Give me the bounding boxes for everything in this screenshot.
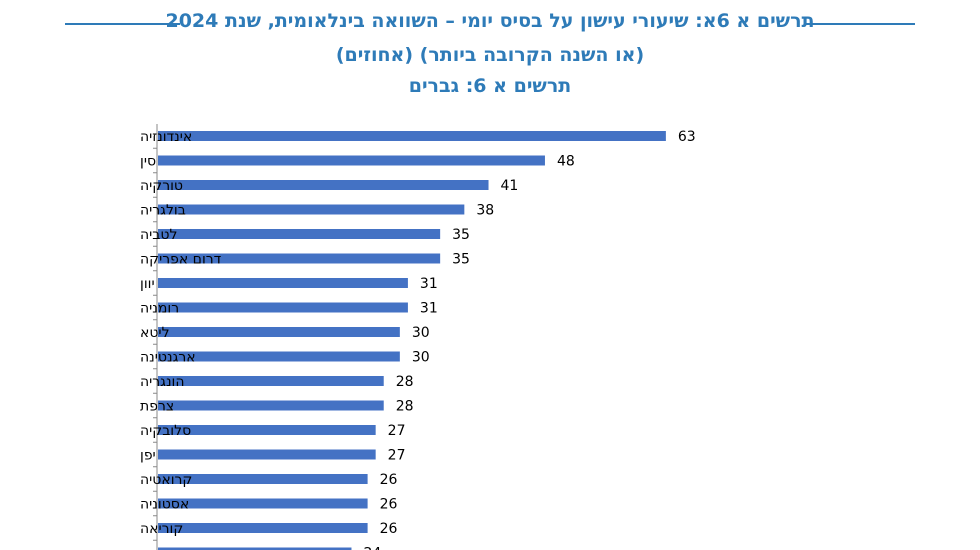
data-label: 26 <box>380 472 398 488</box>
bar <box>158 229 441 239</box>
category-label: יפן <box>140 448 156 464</box>
category-label: קוריאה <box>140 521 183 537</box>
bar <box>158 376 384 386</box>
bar <box>158 449 376 460</box>
bar <box>158 180 489 190</box>
category-label: צרפת <box>140 399 174 415</box>
category-label: אוסטריה <box>140 546 192 550</box>
data-label: 27 <box>388 448 406 464</box>
category-label: ליטא <box>140 325 170 341</box>
category-label: בולגריה <box>140 203 186 219</box>
bar <box>158 498 368 509</box>
bar <box>158 302 408 313</box>
bar <box>158 523 368 533</box>
title-rule-left <box>65 23 180 25</box>
bar <box>158 327 400 337</box>
data-label: 24 <box>363 546 381 550</box>
data-label: 41 <box>501 178 519 194</box>
category-label: הונגריה <box>140 374 185 390</box>
bar <box>158 131 666 141</box>
bar <box>158 400 384 411</box>
data-label: 27 <box>388 423 406 439</box>
category-label: אסטוניה <box>140 497 189 513</box>
category-label: ארגנטינה <box>140 350 196 366</box>
category-label: קרואטיה <box>140 472 192 488</box>
category-label: סין <box>140 154 156 170</box>
category-label: אינדונזיה <box>140 129 192 145</box>
bar <box>158 547 352 550</box>
chart-title-line-3: תרשים א 6: גברים <box>408 75 572 97</box>
category-label: טורקיה <box>140 178 183 194</box>
bar <box>158 351 400 362</box>
bar <box>158 155 545 166</box>
bar <box>158 278 408 288</box>
data-label: 48 <box>557 154 575 170</box>
chart-title-line-1: תרשים א 6א: שיעורי עישון על בסיס יומי – … <box>165 10 815 32</box>
data-label: 28 <box>396 374 414 390</box>
title-rule-right <box>805 23 915 25</box>
data-label: 26 <box>380 521 398 537</box>
data-label: 35 <box>452 227 470 243</box>
category-label: סלובקיה <box>140 423 191 439</box>
data-label: 63 <box>678 129 696 145</box>
data-label: 30 <box>412 350 430 366</box>
bar <box>158 425 376 435</box>
chart-title-line-2: (או השנה הקרובה ביותר) (אחוזים) <box>335 44 645 66</box>
data-label: 31 <box>420 301 438 317</box>
category-label: יוון <box>140 276 155 292</box>
data-label: 30 <box>412 325 430 341</box>
category-label: רומניה <box>140 301 179 317</box>
data-label: 31 <box>420 276 438 292</box>
data-label: 28 <box>396 399 414 415</box>
data-label: 38 <box>476 203 494 219</box>
bar <box>158 474 368 484</box>
data-label: 26 <box>380 497 398 513</box>
category-label: לטביה <box>140 227 177 243</box>
bar <box>158 204 465 215</box>
data-label: 35 <box>452 252 470 268</box>
bar <box>158 253 441 264</box>
category-label: דרום אפריקה <box>140 252 222 268</box>
